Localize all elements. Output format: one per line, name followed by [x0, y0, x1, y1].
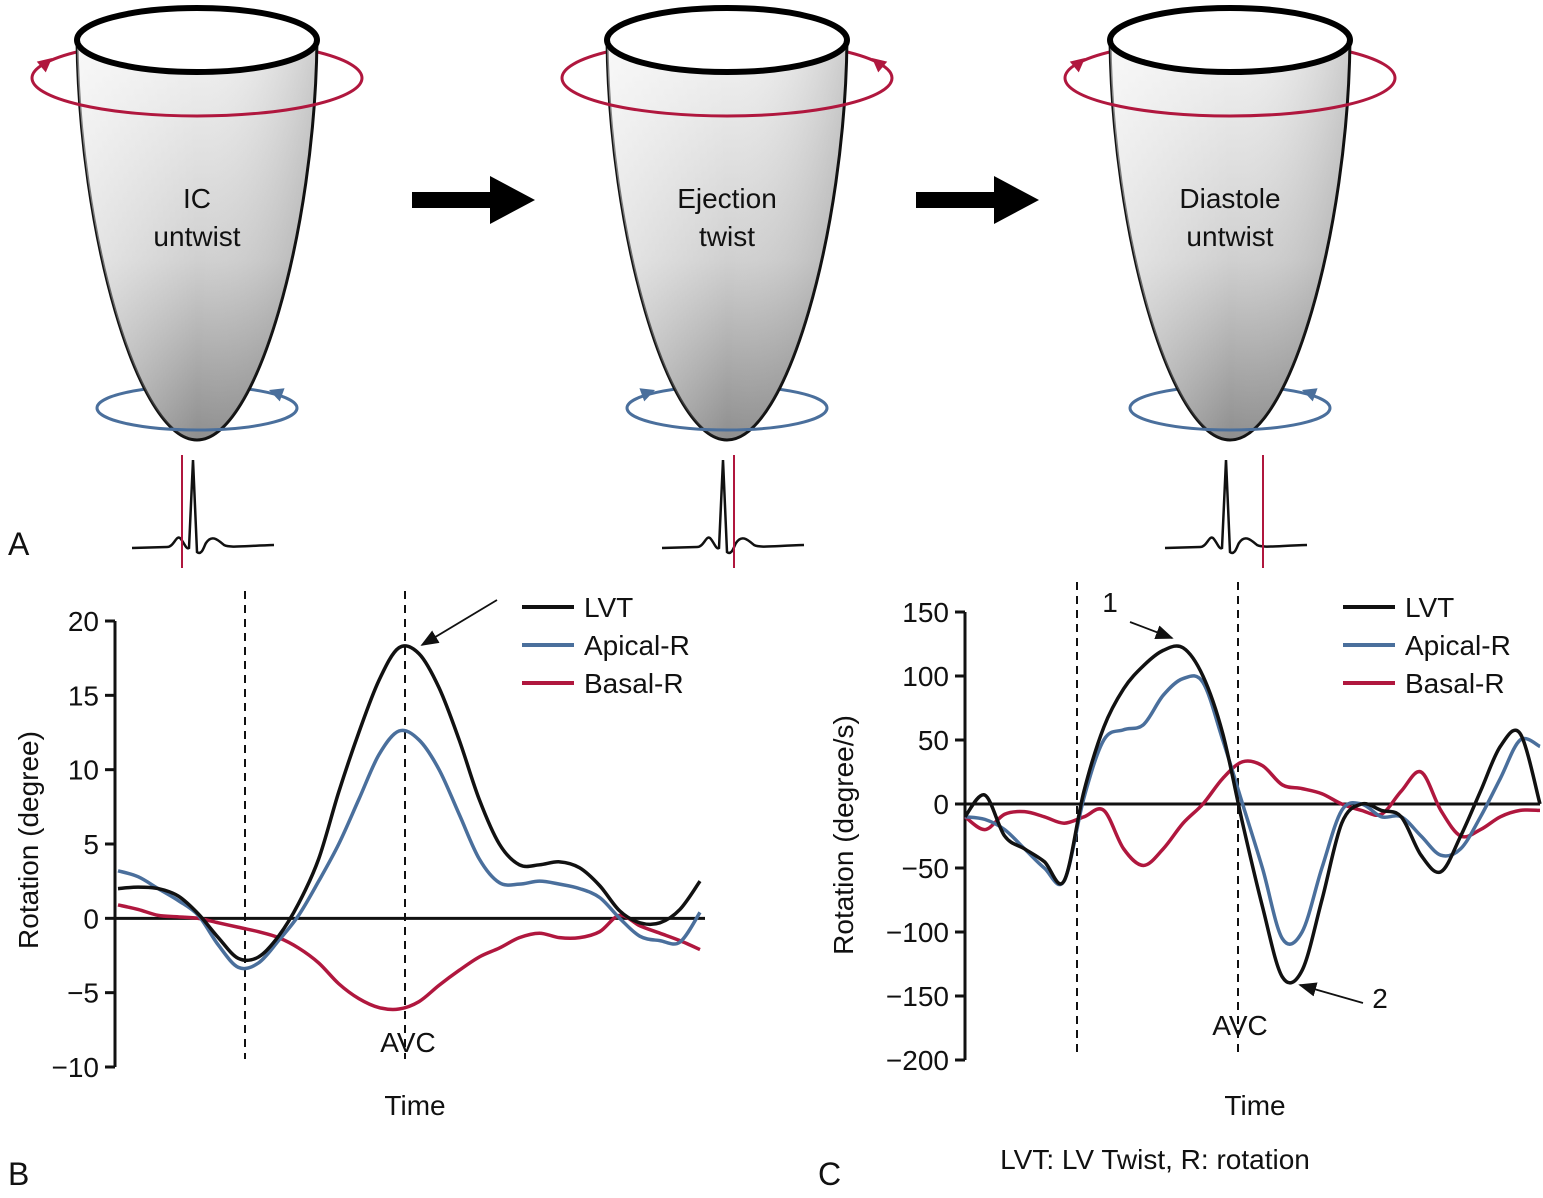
rotation-ring	[560, 77, 894, 118]
annotation-arrow	[1298, 982, 1364, 1004]
series-line	[117, 728, 702, 971]
panel-label: C	[818, 1156, 841, 1192]
rotation-arrowhead	[269, 388, 285, 402]
stage-label: twist	[699, 221, 755, 252]
y-axis-label: Rotation (degree)	[13, 731, 44, 949]
x-axis-label: Time	[1224, 1090, 1285, 1121]
y-tick-label: 10	[68, 755, 99, 786]
heart-opening	[604, 5, 850, 75]
y-tick-label: 0	[83, 903, 99, 934]
legend-label: LVT	[1405, 592, 1454, 623]
series-line	[963, 644, 1542, 985]
y-tick-label: 150	[902, 597, 949, 628]
rotation-arrowhead	[639, 388, 655, 402]
annotation: 1	[1102, 587, 1118, 618]
y-tick-label: 100	[902, 661, 949, 692]
y-tick-label: 20	[68, 606, 99, 637]
y-tick-label: −200	[886, 1045, 949, 1076]
arrow	[412, 176, 535, 224]
heart-shade	[1110, 40, 1350, 440]
rotation-arrowhead	[872, 58, 888, 73]
stage-label: untwist	[1186, 221, 1273, 252]
stage-label: IC	[183, 183, 211, 214]
heart-shade	[607, 40, 847, 440]
legend-label: LVT	[584, 592, 633, 623]
stage-label: Ejection	[677, 183, 777, 214]
rotation-arrowhead	[36, 58, 52, 73]
rotation-ring	[1063, 77, 1397, 118]
ecg-trace	[1164, 459, 1308, 555]
ecg-trace	[131, 459, 275, 555]
heart-shade	[77, 40, 317, 440]
arrow	[916, 176, 1039, 224]
rotation-arrowhead	[1302, 388, 1318, 402]
caption: LVT: LV Twist, R: rotation	[1000, 1144, 1310, 1175]
rotation-ring	[95, 407, 299, 432]
y-tick-label: −50	[902, 853, 950, 884]
annotation: AVC	[1212, 1010, 1268, 1041]
y-tick-label: −100	[886, 917, 949, 948]
y-tick-label: 15	[68, 680, 99, 711]
y-tick-label: 50	[918, 725, 949, 756]
y-tick-label: 5	[83, 829, 99, 860]
rotation-ring	[1128, 407, 1332, 432]
heart-opening	[1107, 5, 1353, 75]
stage-label: untwist	[153, 221, 240, 252]
annotation-arrow	[420, 599, 498, 646]
y-axis-label: Rotation (degree/s)	[828, 715, 859, 955]
legend-label: Basal-R	[1405, 668, 1505, 699]
panel-label: A	[8, 526, 30, 562]
y-tick-label: −150	[886, 981, 949, 1012]
series-line	[964, 674, 1541, 946]
legend-label: Basal-R	[584, 668, 684, 699]
series-line	[117, 644, 702, 963]
rotation-ring	[625, 407, 829, 432]
stage-label: Diastole	[1179, 183, 1280, 214]
annotation: 2	[1372, 983, 1388, 1014]
legend-label: Apical-R	[1405, 630, 1511, 661]
rotation-arrowhead	[1069, 58, 1085, 73]
series-line	[117, 903, 701, 1012]
legend-label: Apical-R	[584, 630, 690, 661]
ecg-trace	[661, 459, 805, 555]
rotation-ring	[30, 77, 364, 118]
annotation-arrow	[1129, 621, 1174, 639]
panel-label: B	[8, 1156, 29, 1192]
y-tick-label: −10	[52, 1052, 100, 1083]
series-line	[963, 759, 1541, 868]
y-tick-label: −5	[67, 978, 99, 1009]
y-tick-label: 0	[933, 789, 949, 820]
heart-opening	[74, 5, 320, 75]
x-axis-label: Time	[384, 1090, 445, 1121]
annotation: AVC	[380, 1027, 436, 1058]
